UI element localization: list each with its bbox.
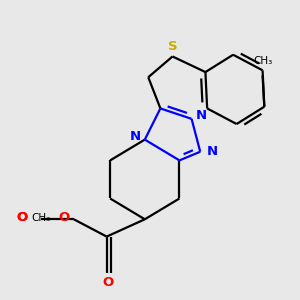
Text: CH₃: CH₃	[31, 212, 50, 223]
Text: O: O	[58, 211, 70, 224]
Text: N: N	[196, 109, 207, 122]
Text: O: O	[16, 211, 28, 224]
Text: O: O	[16, 211, 28, 224]
Text: N: N	[207, 145, 218, 158]
Text: S: S	[168, 40, 177, 53]
Text: CH₃: CH₃	[253, 56, 272, 66]
Text: O: O	[103, 276, 114, 289]
Text: N: N	[130, 130, 141, 142]
